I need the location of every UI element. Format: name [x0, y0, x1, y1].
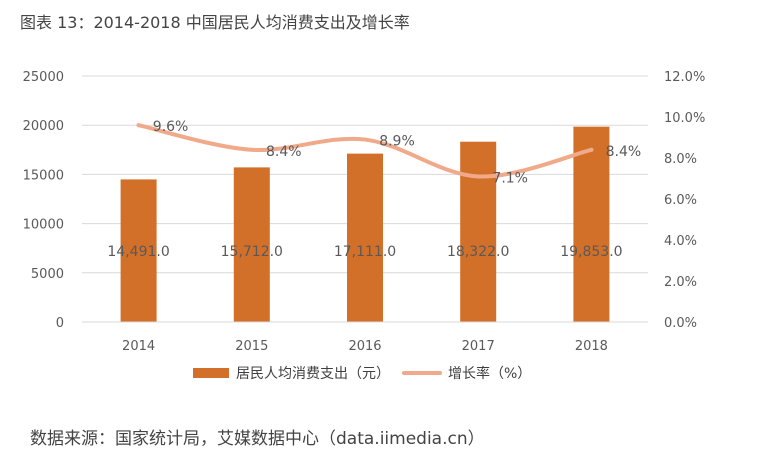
bar: [460, 141, 497, 322]
legend-line-label: 增长率（%）: [448, 365, 531, 382]
growth-point: [363, 137, 367, 142]
growth-point: [589, 147, 594, 152]
line-data-label: 8.9%: [379, 134, 415, 150]
y-left-tick-label: 15000: [23, 168, 64, 183]
bars: [120, 126, 610, 322]
y-right-tick-label: 2.0%: [664, 275, 697, 290]
axes: 0 5000 10000 15000 20000 25000 0.0% 2.0% 4.0% 6.0…: [23, 70, 706, 354]
chart-title: 图表 13：2014-2018 中国居民人均消费支出及增长率: [20, 13, 410, 32]
y-left-tick-label: 0: [56, 316, 64, 331]
legend-bar-swatch: [193, 368, 229, 378]
line-data-label: 8.4%: [266, 144, 302, 160]
legend-bar-label: 居民人均消费支出（元）: [236, 366, 390, 382]
y-left-tick-label: 20000: [23, 119, 64, 134]
bar-data-label: 15,712.0: [221, 244, 283, 260]
x-tick-label: 2015: [235, 339, 268, 354]
bar-data-labels: 14,491.0 15,712.0 17,111.0 18,322.0 19,853.0: [107, 244, 622, 260]
bar: [120, 179, 157, 322]
growth-point: [476, 174, 481, 179]
bar: [347, 153, 383, 322]
y-right-tick-label: 4.0%: [664, 234, 697, 249]
source-note: 数据来源：国家统计局，艾媒数据中心（data.iimedia.cn）: [30, 429, 485, 449]
y-right-tick-label: 10.0%: [664, 111, 705, 126]
y-right-tick-label: 12.0%: [664, 70, 705, 85]
y-right-tick-label: 0.0%: [664, 316, 697, 331]
y-left-tick-label: 25000: [23, 70, 64, 85]
bar-data-label: 19,853.0: [560, 244, 622, 260]
line-data-labels: 9.6% 8.4% 8.9% 7.1% 8.4%: [153, 119, 641, 186]
legend: 居民人均消费支出（元） 增长率（%）: [193, 365, 531, 382]
line-data-label: 8.4%: [606, 144, 642, 160]
y-right-tick-label: 8.0%: [664, 152, 697, 167]
x-tick-label: 2017: [462, 339, 495, 354]
bar: [233, 167, 270, 322]
bar-data-label: 18,322.0: [447, 244, 509, 260]
x-tick-label: 2014: [122, 339, 155, 354]
x-tick-label: 2018: [575, 339, 608, 354]
growth-point: [136, 123, 141, 128]
line-data-label: 9.6%: [153, 119, 189, 135]
y-right-tick-label: 6.0%: [664, 193, 697, 208]
growth-line: [136, 123, 594, 179]
line-data-label: 7.1%: [492, 170, 528, 186]
y-left-tick-label: 10000: [23, 218, 64, 233]
bar-data-label: 17,111.0: [334, 244, 396, 260]
bar-data-label: 14,491.0: [107, 244, 169, 260]
y-left-tick-label: 5000: [31, 267, 64, 282]
bar: [573, 126, 610, 322]
x-tick-label: 2016: [348, 339, 381, 354]
growth-point: [249, 147, 254, 152]
